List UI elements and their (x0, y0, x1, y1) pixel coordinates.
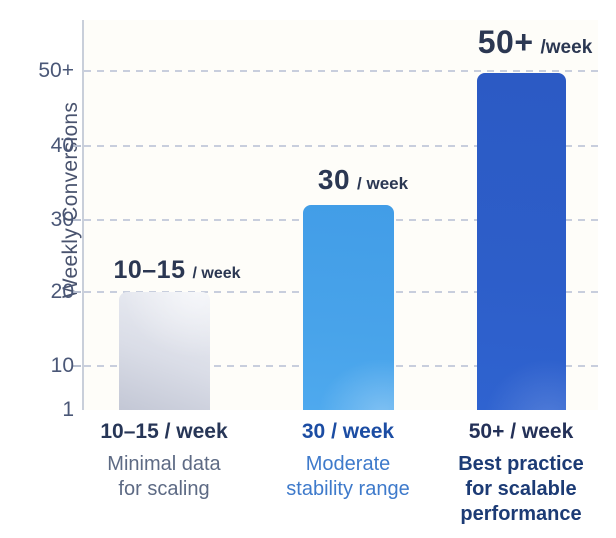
category-label-moderate: 30 / week (301, 420, 395, 443)
bar-value-number: 10–15 (113, 256, 186, 284)
category-label-minimal: 10–15 / week (100, 420, 228, 443)
bar-value-suffix: /week (540, 37, 593, 58)
y-tick-label-20: 20 (50, 280, 74, 303)
gridline-50 (84, 70, 598, 72)
y-tick-label-40: 40 (50, 134, 74, 157)
y-tick-mark-30 (72, 219, 81, 221)
y-axis-line (82, 20, 84, 410)
y-tick-label-50: 50+ (38, 59, 74, 82)
category-description-best: Best practice for scalable performance (458, 453, 584, 525)
bar-value-number: 50+ (477, 24, 534, 60)
bar-value-label-best: 50+ /week (420, 24, 616, 61)
bar-best-practice (477, 73, 566, 410)
y-tick-mark-40 (72, 145, 81, 147)
category-description-moderate: Moderate stability range (286, 453, 410, 500)
y-tick-label-1: 1 (62, 398, 74, 421)
bar-value-suffix: / week (357, 174, 409, 193)
y-tick-mark-20 (72, 291, 81, 293)
gridline-40 (84, 145, 598, 147)
bar-value-label-moderate: 30 / week (248, 164, 478, 196)
bar-value-number: 30 (317, 164, 351, 195)
bar-minimal-data (119, 292, 210, 410)
category-description-minimal: Minimal data for scaling (107, 453, 221, 500)
bar-value-label-minimal: 10–15 / week (62, 256, 292, 285)
y-tick-label-10: 10 (50, 354, 74, 377)
category-label-best: 50+ / week (468, 420, 574, 443)
y-tick-mark-10 (72, 365, 81, 367)
y-tick-label-30: 30 (50, 208, 74, 231)
bar-value-suffix: / week (192, 265, 241, 282)
bar-moderate-stability (303, 205, 394, 410)
